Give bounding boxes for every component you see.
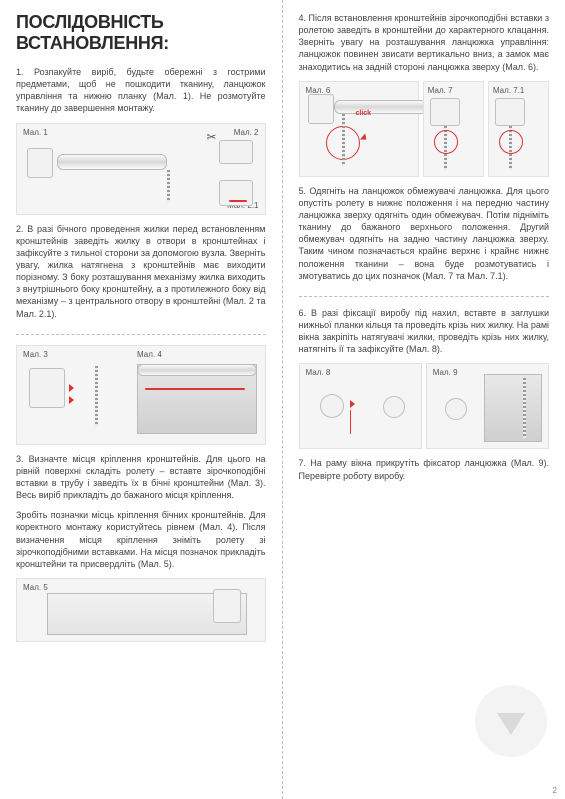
fig-label-1: Мал. 1 <box>23 128 48 137</box>
step-3b-text: Зробіть позначки місць кріплення бічних … <box>16 509 266 570</box>
fig-label-9: Мал. 9 <box>433 368 458 377</box>
fig-label-5: Мал. 5 <box>23 583 48 592</box>
divider-2 <box>299 296 550 297</box>
page: ПОСЛІДОВНІСТЬ ВСТАНОВЛЕННЯ: 1. Розпакуйт… <box>0 0 565 799</box>
step-2-text: 2. В разі бічного проведення жилки перед… <box>16 223 266 320</box>
divider-1 <box>16 334 266 335</box>
watermark-icon <box>475 685 547 757</box>
fig-label-7-1: Мал. 7.1 <box>493 86 524 95</box>
fig-label-3: Мал. 3 <box>23 350 48 359</box>
page-number: 2 <box>553 786 557 795</box>
fig-label-4: Мал. 4 <box>137 350 162 359</box>
step-6-text: 6. В разі фіксації виробу під нахил, вст… <box>299 307 550 356</box>
click-label: click <box>356 110 372 117</box>
figure-7-1: Мал. 7.1 <box>488 81 549 177</box>
figure-7: Мал. 7 <box>423 81 484 177</box>
figure-8: Мал. 8 <box>299 363 422 449</box>
scissors-icon: ✂ <box>206 130 216 144</box>
step-3-text: 3. Визначте місця кріплення кронштейнів.… <box>16 453 266 502</box>
step-5-text: 5. Одягніть на ланцюжок обмежувачі ланцю… <box>299 185 550 282</box>
fig-label-2: Мал. 2 <box>234 128 259 137</box>
step-1-text: 1. Розпакуйте виріб, будьте обережні з г… <box>16 66 266 115</box>
step-7-text: 7. На раму вікна прикрутіть фіксатор лан… <box>299 457 550 481</box>
step-4-text: 4. Після встановлення кронштейнів зірочк… <box>299 12 550 73</box>
fig-label-8: Мал. 8 <box>306 368 331 377</box>
page-title: ПОСЛІДОВНІСТЬ ВСТАНОВЛЕННЯ: <box>16 12 266 54</box>
figure-9: Мал. 9 <box>426 363 549 449</box>
figure-6: Мал. 6 click <box>299 81 419 177</box>
figure-1-2: Мал. 1 Мал. 2 Мал. 2.1 ✂ <box>16 123 266 215</box>
right-column: 4. Після встановлення кронштейнів зірочк… <box>283 0 565 799</box>
figure-3-4: Мал. 3 Мал. 4 <box>16 345 266 445</box>
fig-label-7: Мал. 7 <box>428 86 453 95</box>
left-column: ПОСЛІДОВНІСТЬ ВСТАНОВЛЕННЯ: 1. Розпакуйт… <box>0 0 283 799</box>
figure-5: Мал. 5 <box>16 578 266 642</box>
